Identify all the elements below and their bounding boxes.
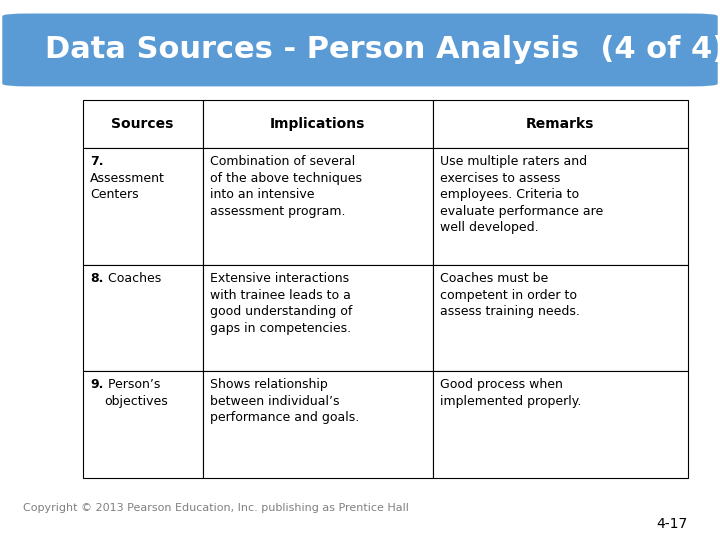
Text: 4-17: 4-17: [657, 517, 688, 531]
Text: Implications: Implications: [270, 117, 366, 131]
Text: Coaches: Coaches: [104, 273, 162, 286]
Text: Remarks: Remarks: [526, 117, 595, 131]
Text: 8.: 8.: [90, 273, 104, 286]
Text: 7.: 7.: [90, 156, 104, 168]
Text: Coaches must be
competent in order to
assess training needs.: Coaches must be competent in order to as…: [440, 273, 580, 319]
Text: Person’s
objectives: Person’s objectives: [104, 379, 168, 408]
Text: Good process when
implemented properly.: Good process when implemented properly.: [440, 379, 582, 408]
Text: Extensive interactions
with trainee leads to a
good understanding of
gaps in com: Extensive interactions with trainee lead…: [210, 273, 352, 335]
Text: 9.: 9.: [90, 379, 104, 392]
Text: Use multiple raters and
exercises to assess
employees. Criteria to
evaluate perf: Use multiple raters and exercises to ass…: [440, 156, 603, 234]
Text: Copyright © 2013 Pearson Education, Inc. publishing as Prentice Hall: Copyright © 2013 Pearson Education, Inc.…: [23, 503, 409, 512]
Text: Shows relationship
between individual’s
performance and goals.: Shows relationship between individual’s …: [210, 379, 359, 424]
Text: Combination of several
of the above techniques
into an intensive
assessment prog: Combination of several of the above tech…: [210, 156, 361, 218]
Text: Sources: Sources: [112, 117, 174, 131]
Text: Assessment
Centers: Assessment Centers: [90, 172, 165, 201]
FancyBboxPatch shape: [2, 14, 718, 86]
Text: Data Sources - Person Analysis  (4 of 4): Data Sources - Person Analysis (4 of 4): [45, 36, 720, 64]
